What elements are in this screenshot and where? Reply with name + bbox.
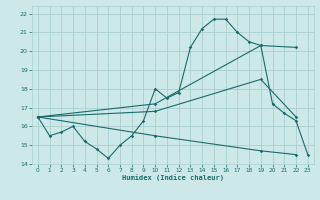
X-axis label: Humidex (Indice chaleur): Humidex (Indice chaleur) — [122, 175, 224, 181]
